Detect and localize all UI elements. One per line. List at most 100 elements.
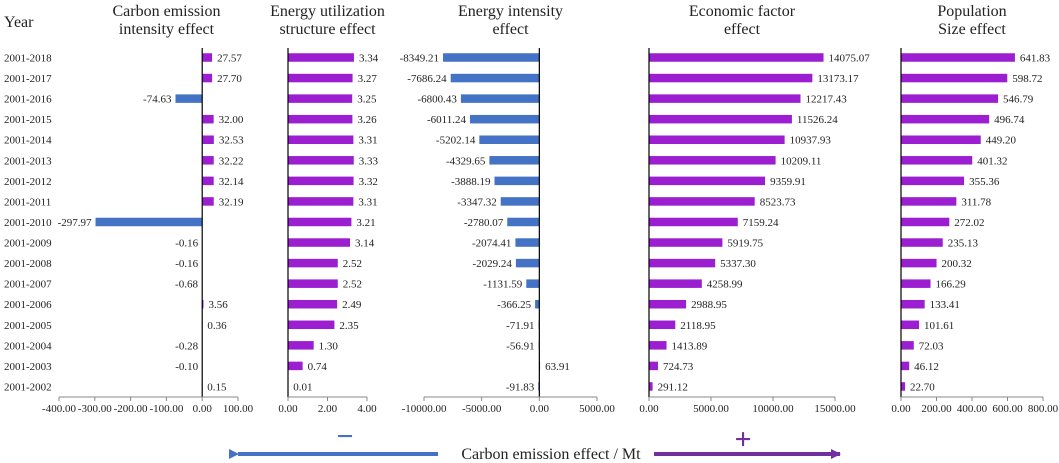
bar [649,341,667,350]
data-label: 2118.95 [680,320,716,332]
category-label: 2001-2007 [4,279,52,291]
data-label: 166.29 [936,279,967,291]
data-label: 724.73 [663,361,694,373]
data-label: 401.32 [977,155,1007,167]
bar [649,299,687,309]
data-label: 449.20 [986,135,1017,147]
data-label: -0.28 [175,340,198,352]
data-label: 10937.93 [790,135,832,147]
category-label: 2001-2018 [4,53,52,65]
category-label: 2001-2004 [4,340,52,352]
category-label: 2001-2016 [4,94,52,106]
data-label: 235.13 [948,238,979,250]
bar [901,217,950,227]
data-label: 32.53 [219,135,244,147]
panel-title-line: structure effect [279,21,376,38]
data-label: -0.16 [175,238,198,250]
bar [526,279,540,288]
bar [288,279,338,288]
category-label: 2001-2014 [4,135,52,147]
bar [460,94,540,103]
data-label: 291.12 [658,381,688,393]
bar [95,217,203,227]
bar [494,176,540,186]
category-label: 2001-2013 [4,155,52,167]
bar [515,258,540,268]
category-label: 2001-2005 [4,320,52,332]
data-label: -2029.24 [473,258,513,270]
bar [202,156,214,165]
bar [649,94,801,103]
data-label: 101.61 [924,320,954,332]
bar [901,299,925,309]
data-label: -74.63 [143,94,172,106]
data-label: 0.01 [293,381,312,393]
bar [202,53,213,62]
bar [288,217,352,227]
data-label: 63.91 [545,361,570,373]
data-label: 3.26 [357,114,377,126]
bar [288,156,354,165]
data-label: -0.68 [175,279,198,291]
data-label: 8523.73 [760,196,796,208]
x-tick-label: 200.00 [921,403,952,415]
category-label: 2001-2009 [4,238,52,250]
data-label: -0.16 [175,258,198,270]
data-label: 496.74 [994,114,1025,126]
data-label: 7159.24 [743,217,779,229]
x-tick-label: 5000.00 [579,403,615,415]
bar [649,238,723,247]
data-label: -366.25 [497,299,531,311]
bar [901,258,937,268]
x-tick-label: 2.00 [318,403,338,415]
bar [535,299,540,309]
bar [515,238,540,247]
data-label: 311.78 [961,196,991,208]
data-label: 3.34 [359,53,379,65]
category-label: 2001-2002 [4,381,52,393]
x-tick-label: 400.00 [957,403,988,415]
data-label: 2.52 [343,279,362,291]
panel-title-line: Energy utilization [270,3,385,20]
bar [500,197,540,206]
data-label: 13173.17 [817,73,859,85]
data-label: 3.56 [208,299,228,311]
data-label: 3.32 [359,176,378,188]
data-label: 272.02 [954,217,984,229]
data-label: 2988.95 [691,299,727,311]
bar [202,135,214,144]
bar [479,135,540,144]
panel-title-line: effect [492,21,529,38]
bar [288,73,353,83]
category-label: 2001-2011 [4,196,51,208]
bar [901,197,957,206]
plus-symbol: + [734,423,751,456]
category-label: 2001-2010 [4,217,52,229]
data-label: 1413.89 [672,340,708,352]
data-label: 12217.43 [805,94,847,106]
data-label: 32.00 [219,114,244,126]
bar [649,53,824,62]
bar [649,382,653,391]
bar [450,73,540,83]
data-label: 3.21 [356,217,375,229]
data-label: -4329.65 [446,155,486,167]
bar [202,299,204,309]
data-label: 1.30 [319,340,339,352]
data-label: 14075.07 [829,53,871,65]
y-axis-title: Year [4,14,34,31]
bar [901,382,906,391]
bar [649,279,702,288]
bar [649,361,658,371]
x-tick-label: 5000.00 [693,403,729,415]
data-label: 4258.99 [707,279,743,291]
data-label: 3.31 [358,135,377,147]
data-label: 32.14 [219,176,244,188]
bar [288,53,354,62]
bar [288,176,354,186]
category-label: 2001-2017 [4,73,52,85]
